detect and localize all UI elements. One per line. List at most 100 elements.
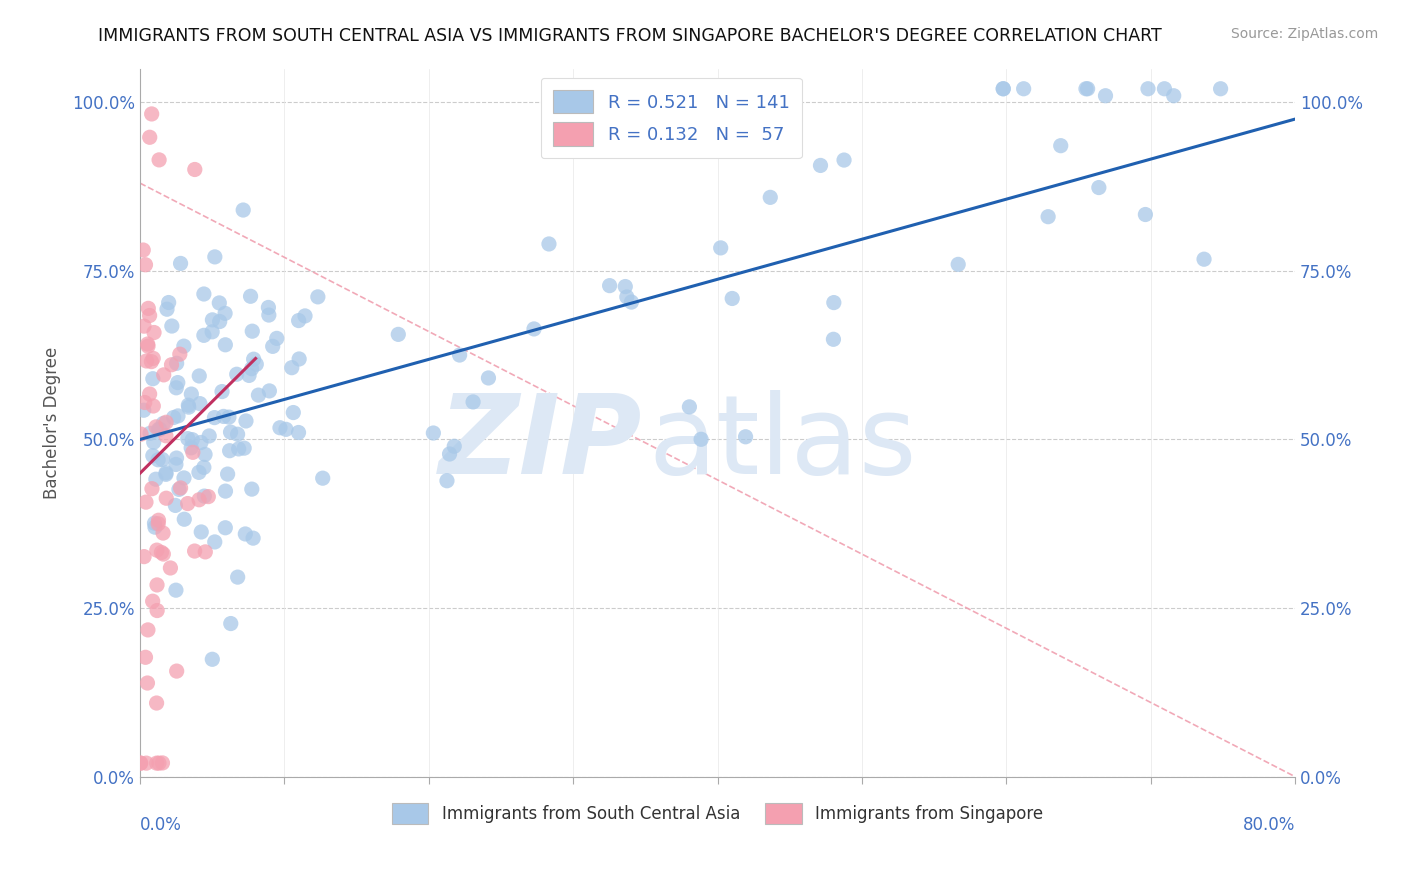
Point [136,301,159,316]
Point [139,426,162,441]
Point [160,319,183,334]
Point [823,295,845,310]
Y-axis label: Bachelor's Degree: Bachelor's Degree [44,346,60,499]
Point [242,352,264,367]
Point [138,387,160,401]
Point [217,467,239,481]
Point [188,368,211,383]
Point [146,578,169,592]
Point [180,387,202,401]
Point [214,306,236,320]
Point [155,491,177,506]
Point [134,650,156,665]
Point [134,258,156,272]
Point [132,549,155,564]
Point [294,309,316,323]
Point [152,368,174,382]
Point [148,513,170,527]
Point [146,603,169,617]
Point [832,153,855,167]
Point [449,348,471,362]
Text: ZIP: ZIP [439,391,643,498]
Legend: Immigrants from South Central Asia, Immigrants from Singapore: Immigrants from South Central Asia, Immi… [384,795,1052,832]
Point [141,354,163,368]
Point [136,339,159,353]
Text: Source: ZipAtlas.com: Source: ZipAtlas.com [1230,27,1378,41]
Point [173,512,195,526]
Point [477,371,499,385]
Point [823,332,845,346]
Point [710,241,733,255]
Point [173,471,195,485]
Point [233,527,256,541]
Point [138,130,160,145]
Point [181,433,204,447]
Point [287,313,309,327]
Point [165,458,187,472]
Point [188,492,211,507]
Point [197,490,219,504]
Point [214,338,236,352]
Point [132,319,155,334]
Point [155,429,177,443]
Point [142,372,165,386]
Point [166,376,188,390]
Point [537,236,560,251]
Point [312,471,335,485]
Point [184,162,207,177]
Point [138,309,160,323]
Point [204,250,226,264]
Point [226,570,249,584]
Point [218,410,240,425]
Point [1153,81,1175,95]
Point [599,278,621,293]
Point [183,544,205,558]
Text: IMMIGRANTS FROM SOUTH CENTRAL ASIA VS IMMIGRANTS FROM SINGAPORE BACHELOR'S DEGRE: IMMIGRANTS FROM SOUTH CENTRAL ASIA VS IM… [98,27,1163,45]
Point [167,483,190,497]
Point [1136,81,1159,95]
Point [620,295,643,310]
Point [173,339,195,353]
Point [225,368,247,382]
Point [232,202,254,217]
Point [240,361,263,376]
Point [181,445,204,459]
Point [152,526,174,541]
Point [274,422,297,436]
Point [1135,207,1157,221]
Point [187,466,209,480]
Point [152,756,174,770]
Point [162,410,184,425]
Point [238,368,260,383]
Point [145,472,167,486]
Point [287,425,309,440]
Point [721,292,744,306]
Point [219,425,242,439]
Point [262,339,284,353]
Point [810,158,832,172]
Point [152,417,174,431]
Point [169,347,191,361]
Point [193,328,215,343]
Point [211,384,233,399]
Point [165,583,187,598]
Point [160,358,183,372]
Point [157,295,180,310]
Point [155,466,177,480]
Point [150,545,173,559]
Text: 80.0%: 80.0% [1243,815,1295,833]
Point [141,482,163,496]
Point [142,351,165,366]
Point [201,652,224,666]
Point [993,81,1015,95]
Point [166,356,188,370]
Point [614,279,637,293]
Point [193,489,215,503]
Point [443,439,465,453]
Point [190,524,212,539]
Point [288,351,311,366]
Point [1094,88,1116,103]
Point [136,676,159,690]
Point [245,357,267,371]
Point [149,422,172,436]
